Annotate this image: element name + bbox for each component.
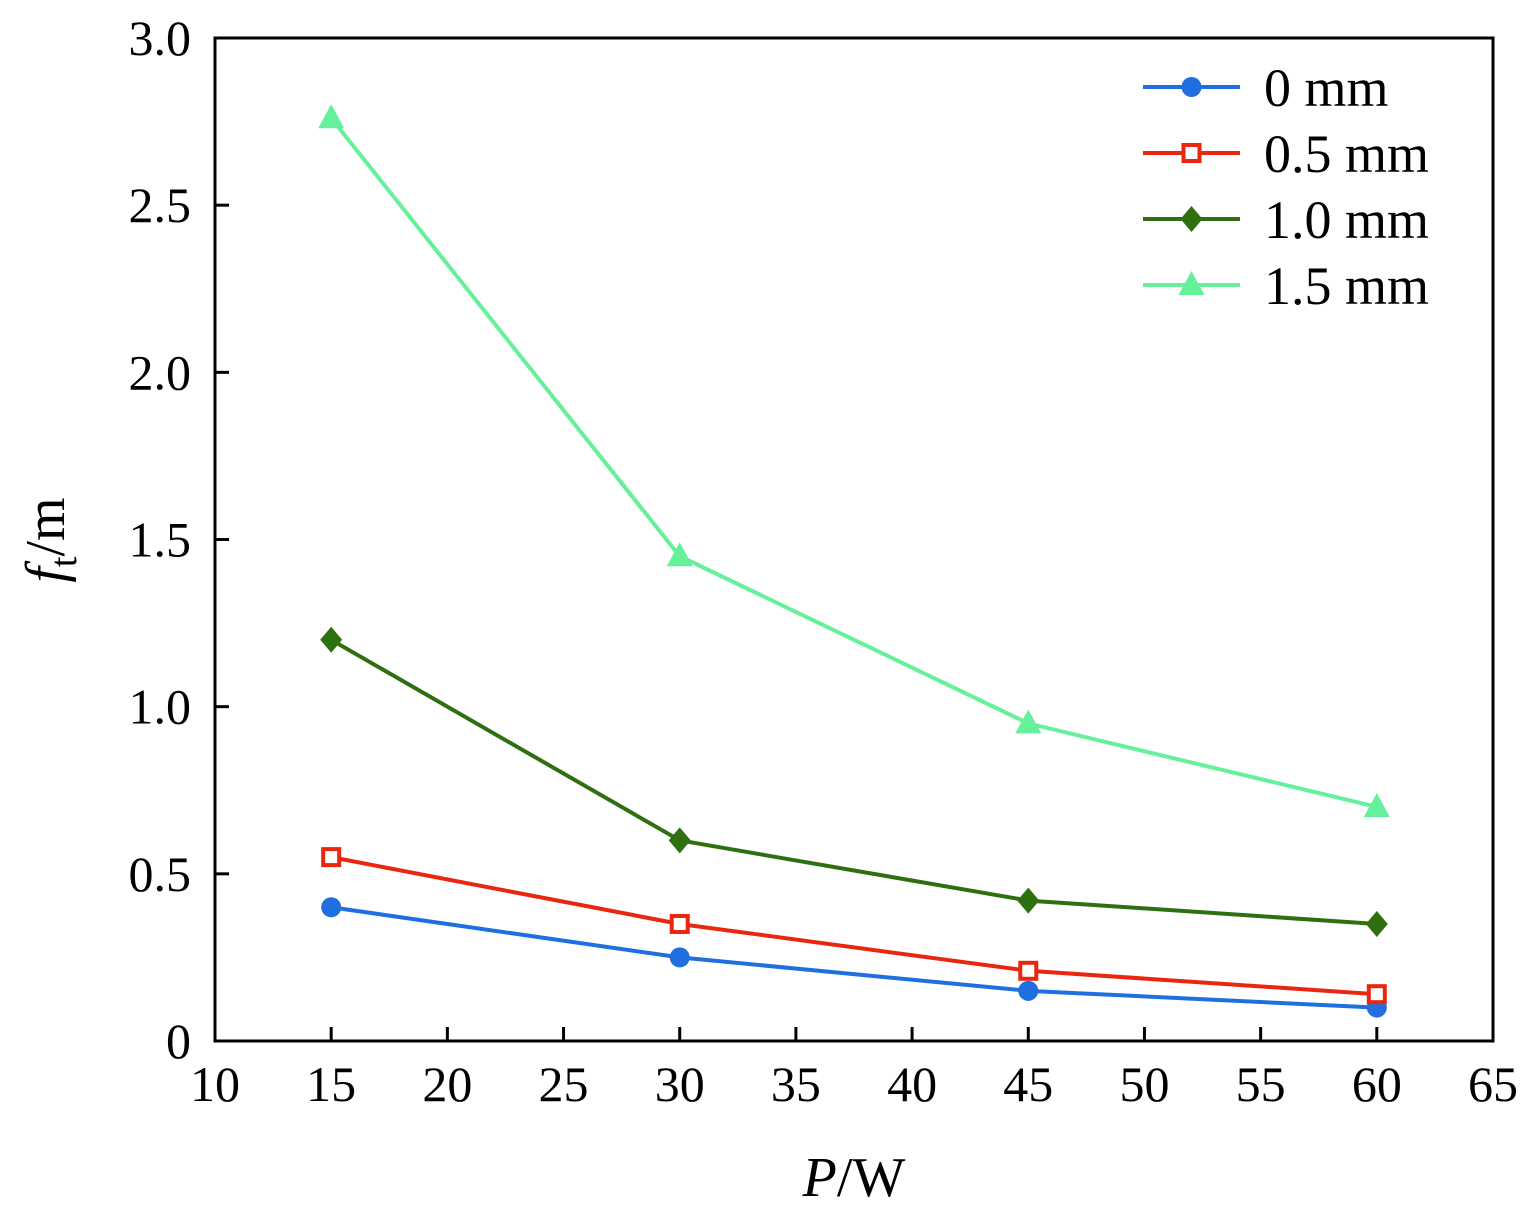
- x-tick-label: 25: [539, 1056, 589, 1112]
- legend-marker: [1180, 206, 1203, 232]
- x-tick-label: 40: [887, 1056, 937, 1112]
- data-point: [320, 626, 343, 653]
- legend-label: 0.5 mm: [1264, 124, 1429, 184]
- data-point: [1015, 709, 1042, 734]
- x-tick-label: 50: [1119, 1056, 1169, 1112]
- series-line: [330, 905, 1377, 1010]
- data-point: [1018, 960, 1039, 981]
- data-point: [1018, 980, 1039, 1001]
- series-1: [321, 897, 1387, 1018]
- legend-entry: 0.5 mm: [1143, 124, 1429, 184]
- legend-entry: 1.5 mm: [1143, 256, 1429, 316]
- y-tick-label: 0.5: [129, 846, 192, 902]
- y-axis-label: ft/m: [15, 497, 85, 582]
- series-line: [329, 116, 1378, 809]
- data-point: [1365, 910, 1388, 937]
- legend-marker: [1181, 143, 1202, 163]
- legend-label: 0 mm: [1264, 58, 1389, 118]
- x-tick-label: 10: [190, 1056, 240, 1112]
- series-2: [321, 847, 1387, 1005]
- data-point: [318, 104, 345, 129]
- legend-marker: [1178, 271, 1205, 295]
- data-point: [669, 947, 690, 968]
- x-tick-label: 45: [1003, 1056, 1053, 1112]
- y-tick-label: 1.0: [129, 679, 192, 735]
- data-point: [669, 913, 690, 934]
- x-tick-label: 65: [1468, 1056, 1518, 1112]
- y-tick-label: 1.5: [129, 512, 192, 568]
- x-axis-ticks: 10 15 20 25 30 35 40 45 50 55 60 65: [190, 1027, 1518, 1112]
- x-tick-label: 30: [655, 1056, 705, 1112]
- legend: 0 mm0.5 mm1.0 mm1.5 mm: [1143, 58, 1429, 316]
- data-point: [668, 827, 691, 854]
- series-layer: [318, 104, 1390, 1018]
- legend-entry: 1.0 mm: [1143, 190, 1429, 250]
- y-tick-label: 2.5: [129, 177, 192, 233]
- plot-frame: [213, 36, 1495, 1043]
- series-4: [318, 104, 1390, 817]
- data-point: [321, 847, 342, 868]
- legend-marker: [1181, 77, 1202, 97]
- x-tick-label: 15: [306, 1056, 356, 1112]
- y-tick-label: 2.0: [129, 344, 192, 400]
- legend-label: 1.0 mm: [1264, 190, 1429, 250]
- data-point: [1017, 887, 1040, 914]
- x-tick-label: 60: [1352, 1056, 1402, 1112]
- legend-entry: 0 mm: [1143, 58, 1389, 118]
- series-line: [330, 855, 1377, 997]
- x-tick-label: 20: [422, 1056, 472, 1112]
- data-point: [1363, 792, 1390, 817]
- legend-label: 1.5 mm: [1264, 256, 1429, 316]
- y-tick-label: 3.0: [129, 10, 192, 66]
- x-tick-label: 55: [1236, 1056, 1286, 1112]
- x-axis-label: P/W: [802, 1147, 906, 1209]
- data-point: [1366, 984, 1387, 1005]
- series-3: [320, 626, 1388, 937]
- y-axis-ticks: 0 0.5 1.0 1.5 2.0 2.5 3.0: [129, 10, 229, 1069]
- y-tick-label: 0: [166, 1013, 191, 1069]
- data-point: [666, 542, 693, 567]
- x-tick-label: 35: [771, 1056, 821, 1112]
- series-line: [330, 638, 1377, 926]
- data-point: [321, 897, 342, 918]
